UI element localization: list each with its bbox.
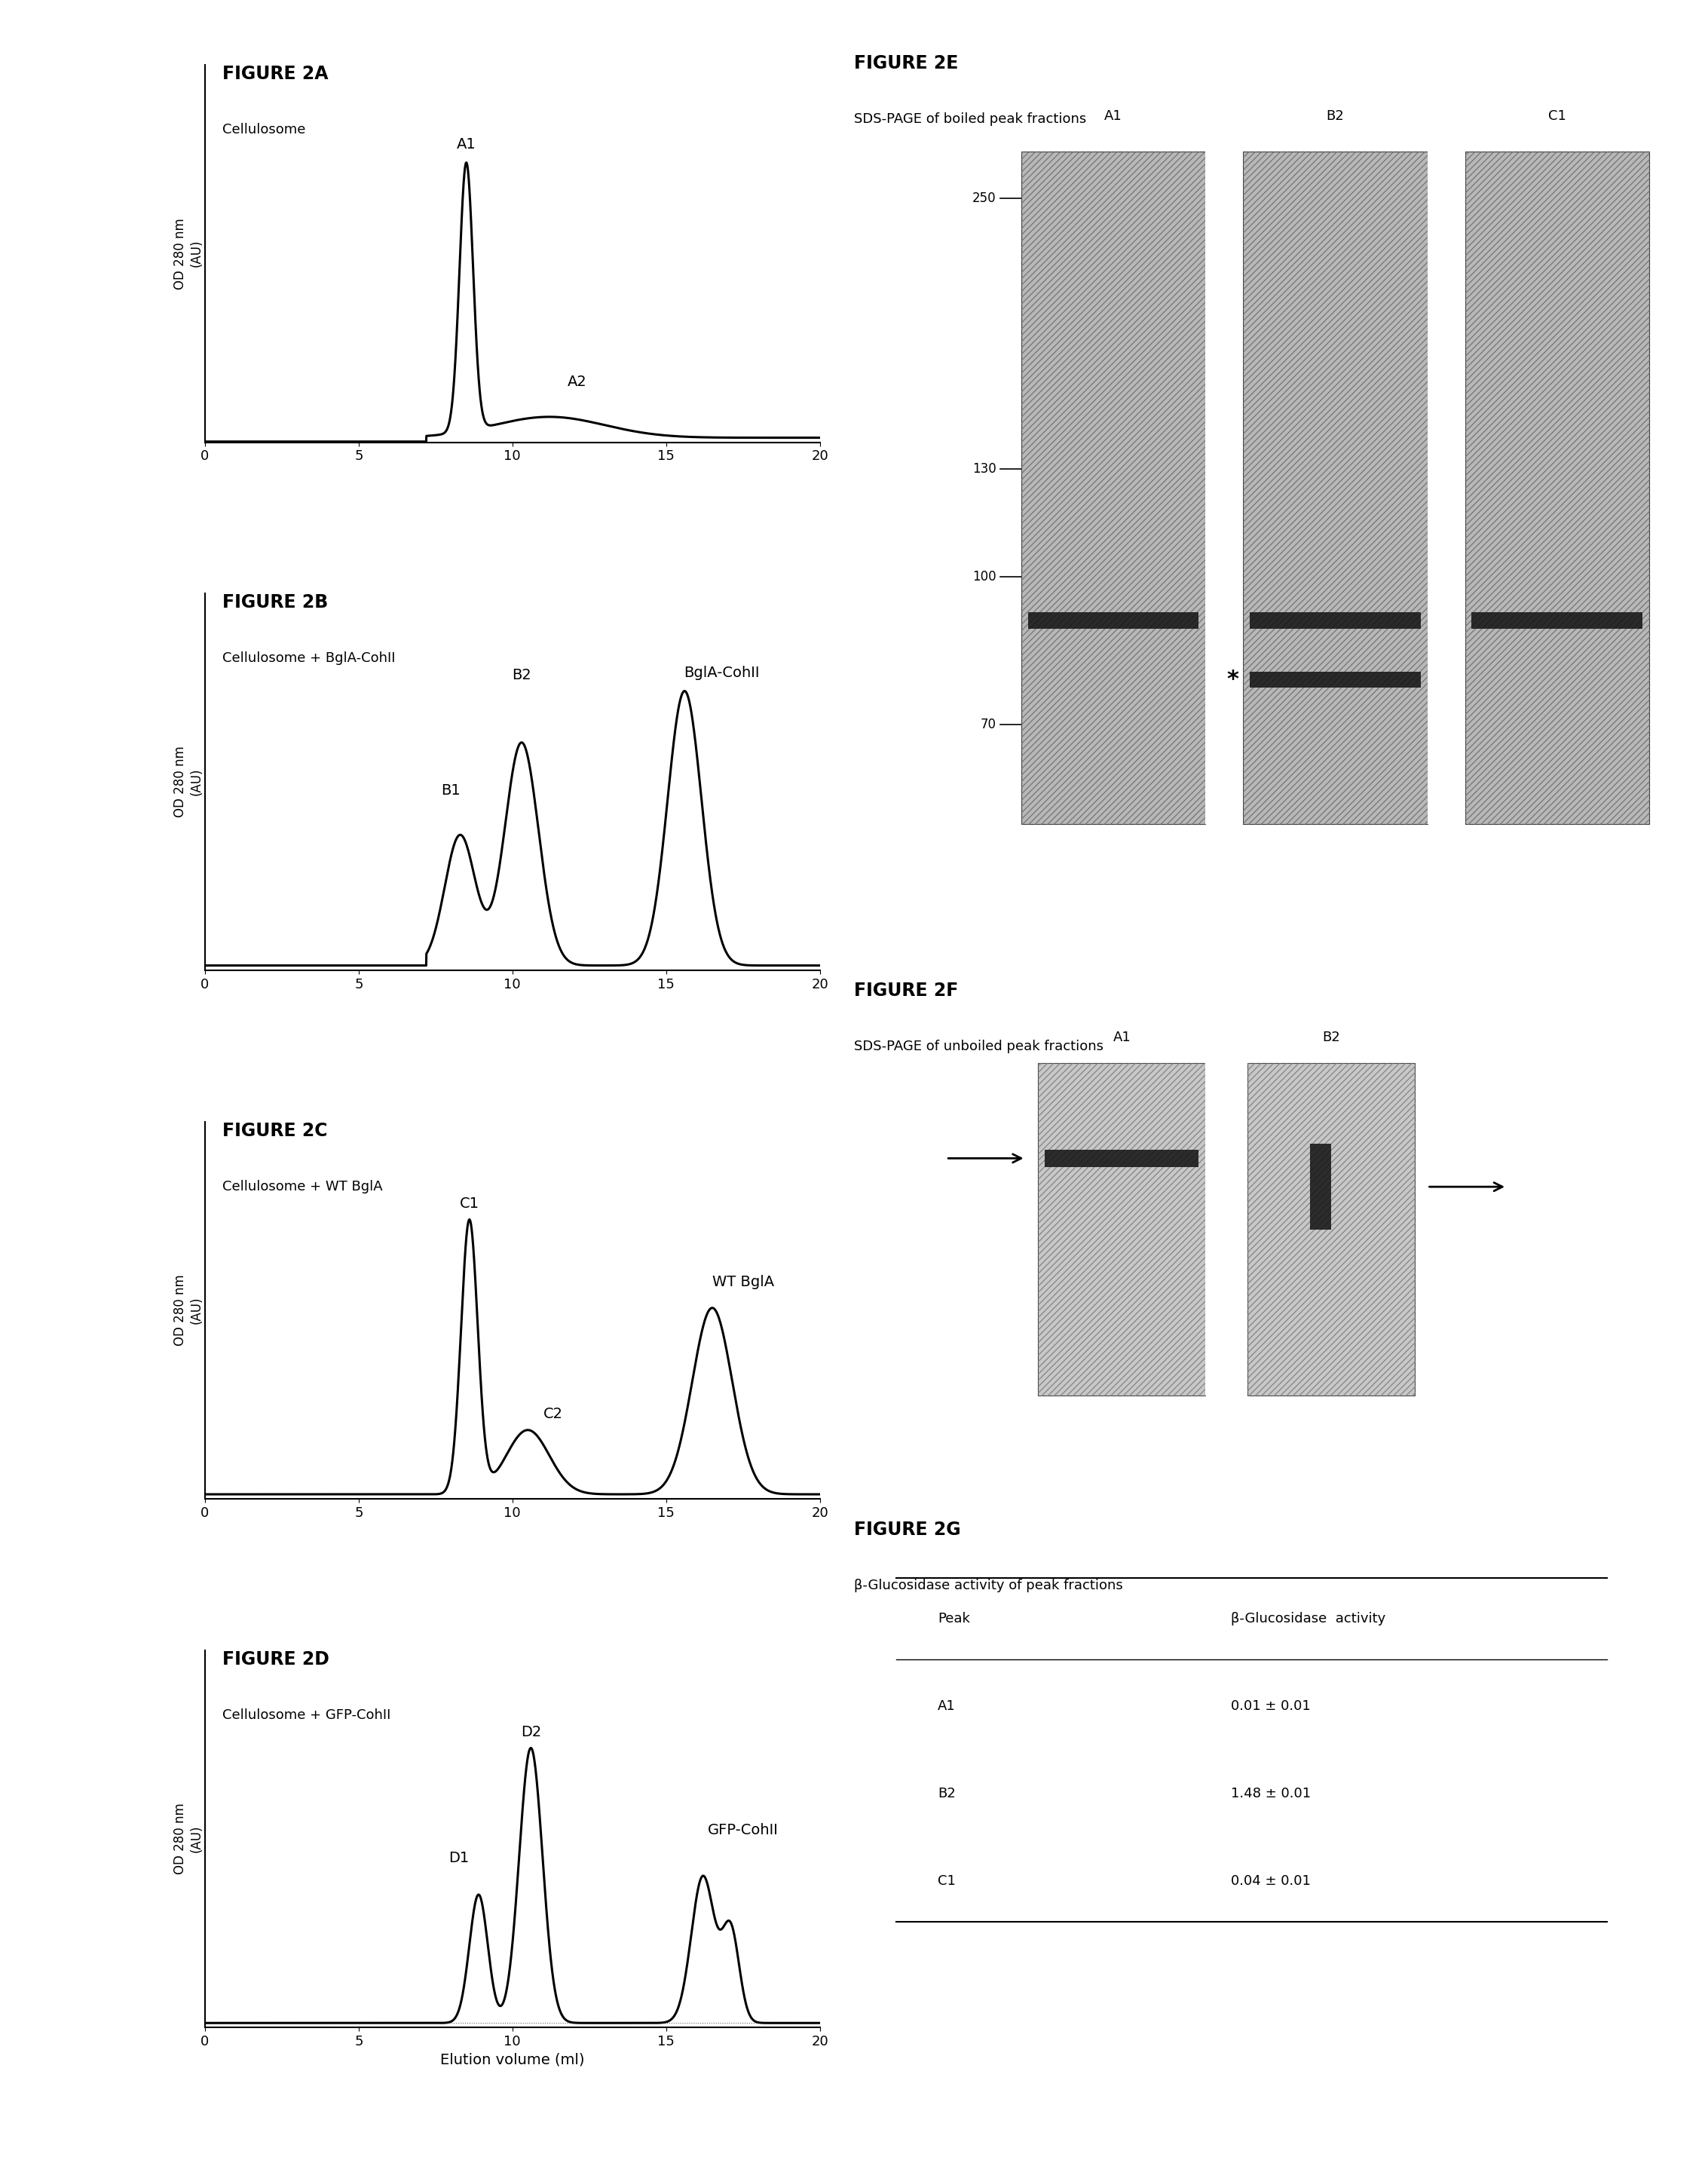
Text: BglA-CohII: BglA-CohII <box>683 667 760 679</box>
Bar <box>1038 1063 1206 1396</box>
Text: β-Glucosidase activity of peak fractions: β-Glucosidase activity of peak fractions <box>854 1579 1122 1592</box>
Bar <box>1250 671 1421 688</box>
Text: 0.01 ± 0.01: 0.01 ± 0.01 <box>1230 1700 1310 1713</box>
Text: A2: A2 <box>567 375 588 388</box>
Bar <box>1465 151 1650 824</box>
Bar <box>1247 1063 1414 1396</box>
Text: C1: C1 <box>459 1197 480 1210</box>
Text: FIGURE 2G: FIGURE 2G <box>854 1521 960 1538</box>
Text: A1: A1 <box>1114 1031 1131 1044</box>
Text: 1.48 ± 0.01: 1.48 ± 0.01 <box>1230 1786 1310 1801</box>
Text: Cellulosome + WT BglA: Cellulosome + WT BglA <box>222 1180 383 1193</box>
Text: FIGURE 2C: FIGURE 2C <box>222 1122 328 1139</box>
Text: 250: 250 <box>972 192 996 205</box>
X-axis label: Elution volume (ml): Elution volume (ml) <box>441 2053 584 2066</box>
Text: β-Glucosidase  activity: β-Glucosidase activity <box>1230 1611 1385 1626</box>
Bar <box>1045 1150 1199 1167</box>
Text: B2: B2 <box>938 1786 955 1801</box>
Text: FIGURE 2F: FIGURE 2F <box>854 981 958 999</box>
Bar <box>1247 1063 1414 1396</box>
Bar <box>1465 151 1650 824</box>
Text: FIGURE 2D: FIGURE 2D <box>222 1650 330 1667</box>
Y-axis label: OD 280 nm
(AU): OD 280 nm (AU) <box>174 218 203 289</box>
Bar <box>1472 613 1643 630</box>
Text: Peak: Peak <box>938 1611 970 1626</box>
Bar <box>1243 151 1428 824</box>
Y-axis label: OD 280 nm
(AU): OD 280 nm (AU) <box>174 746 203 818</box>
Text: FIGURE 2A: FIGURE 2A <box>222 65 328 82</box>
Text: D1: D1 <box>449 1851 470 1866</box>
Bar <box>1428 151 1465 824</box>
Text: 0.04 ± 0.01: 0.04 ± 0.01 <box>1230 1874 1310 1887</box>
Bar <box>1038 1063 1206 1396</box>
Text: 100: 100 <box>972 569 996 585</box>
Text: SDS-PAGE of unboiled peak fractions: SDS-PAGE of unboiled peak fractions <box>854 1040 1103 1053</box>
Bar <box>1310 1143 1331 1229</box>
Text: A1: A1 <box>1105 110 1122 123</box>
Text: B1: B1 <box>441 783 461 798</box>
Text: D2: D2 <box>521 1726 541 1739</box>
Text: C1: C1 <box>1547 110 1566 123</box>
Text: B2: B2 <box>512 669 531 682</box>
Bar <box>1206 1063 1247 1396</box>
Bar <box>1250 613 1421 630</box>
Text: Cellulosome + GFP-CohII: Cellulosome + GFP-CohII <box>222 1708 391 1721</box>
Bar <box>1243 151 1428 824</box>
Text: B2: B2 <box>1327 110 1344 123</box>
Text: Cellulosome + BglA-CohII: Cellulosome + BglA-CohII <box>222 651 395 664</box>
Text: WT BglA: WT BglA <box>712 1275 774 1290</box>
Text: GFP-CohII: GFP-CohII <box>707 1823 779 1838</box>
Bar <box>1028 613 1199 630</box>
Text: A1: A1 <box>938 1700 955 1713</box>
Text: B2: B2 <box>1322 1031 1341 1044</box>
Text: C1: C1 <box>938 1874 956 1887</box>
Y-axis label: OD 280 nm
(AU): OD 280 nm (AU) <box>174 1275 203 1346</box>
Text: FIGURE 2B: FIGURE 2B <box>222 593 328 610</box>
Text: 130: 130 <box>972 462 996 475</box>
Text: SDS-PAGE of boiled peak fractions: SDS-PAGE of boiled peak fractions <box>854 112 1086 125</box>
Bar <box>1021 151 1206 824</box>
Text: FIGURE 2E: FIGURE 2E <box>854 54 958 71</box>
Text: A1: A1 <box>456 138 477 151</box>
Text: 70: 70 <box>980 718 996 731</box>
Text: *: * <box>1226 669 1238 690</box>
Text: Cellulosome: Cellulosome <box>222 123 306 136</box>
Y-axis label: OD 280 nm
(AU): OD 280 nm (AU) <box>174 1803 203 1874</box>
Text: C2: C2 <box>543 1406 562 1421</box>
Bar <box>1206 151 1243 824</box>
Bar <box>1021 151 1206 824</box>
